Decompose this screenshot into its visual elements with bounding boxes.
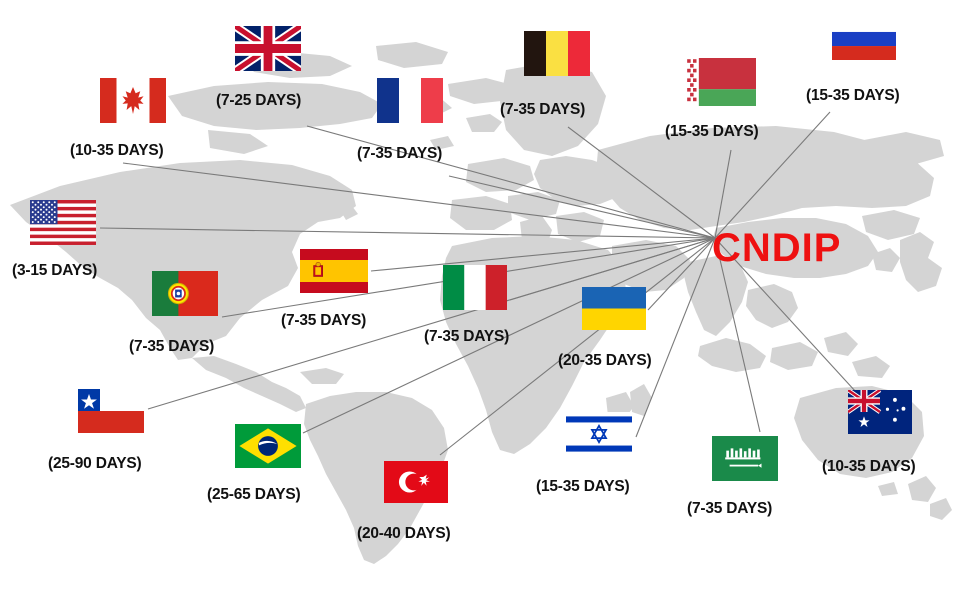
shipping-time-label-united-states: (3-15 DAYS): [12, 262, 98, 279]
saudi-arabia-flag: [712, 436, 778, 481]
route-line-united-kingdom: [306, 125, 716, 239]
shipping-time-label-chile: (25-90 DAYS): [48, 455, 142, 472]
route-line-israel: [635, 237, 716, 438]
hub-label-cndip: CNDIP: [712, 226, 842, 270]
spain-flag: [300, 249, 368, 293]
australia-flag: [848, 390, 912, 434]
shipping-time-label-russia: (15-35 DAYS): [806, 87, 900, 104]
shipping-time-label-turkey: (20-40 DAYS): [357, 525, 451, 542]
belgium-flag: [524, 31, 590, 76]
route-line-chile: [147, 237, 716, 410]
turkey-flag: [384, 461, 448, 503]
route-line-belgium: [567, 126, 716, 239]
shipping-time-label-brazil: (25-65 DAYS): [207, 486, 301, 503]
route-line-france: [448, 175, 716, 239]
shipping-time-label-belarus: (15-35 DAYS): [665, 123, 759, 140]
route-line-australia: [714, 237, 857, 393]
brazil-flag: [235, 424, 301, 468]
united-states-flag: [30, 200, 96, 245]
italy-flag: [443, 265, 507, 310]
shipping-time-label-france: (7-35 DAYS): [357, 145, 443, 162]
route-line-saudi-arabia: [714, 237, 761, 433]
route-line-brazil: [302, 237, 716, 434]
route-line-russia: [714, 111, 831, 239]
shipping-time-label-ukraine: (20-35 DAYS): [558, 352, 652, 369]
shipping-time-label-israel: (15-35 DAYS): [536, 478, 630, 495]
route-line-united-states: [99, 227, 716, 239]
chile-flag: [78, 389, 144, 433]
shipping-time-label-united-kingdom: (7-25 DAYS): [216, 92, 302, 109]
route-line-belarus: [714, 149, 732, 239]
route-line-canada: [122, 162, 716, 239]
shipping-time-label-canada: (10-35 DAYS): [70, 142, 164, 159]
route-line-ukraine: [647, 237, 716, 311]
france-flag: [377, 78, 443, 123]
ukraine-flag: [582, 287, 646, 330]
shipping-time-label-belgium: (7-35 DAYS): [500, 101, 586, 118]
shipping-time-label-spain: (7-35 DAYS): [281, 312, 367, 329]
russia-flag: [832, 18, 896, 60]
united-kingdom-flag: [235, 26, 301, 71]
belarus-flag: [686, 58, 756, 106]
shipping-time-label-saudi-arabia: (7-35 DAYS): [687, 500, 773, 517]
israel-flag: [566, 412, 632, 456]
shipping-time-label-portugal: (7-35 DAYS): [129, 338, 215, 355]
shipping-time-label-italy: (7-35 DAYS): [424, 328, 510, 345]
route-line-turkey: [439, 237, 716, 456]
route-line-spain: [370, 237, 716, 272]
portugal-flag: [152, 271, 218, 316]
shipping-time-label-australia: (10-35 DAYS): [822, 458, 916, 475]
canada-flag: [100, 78, 166, 123]
